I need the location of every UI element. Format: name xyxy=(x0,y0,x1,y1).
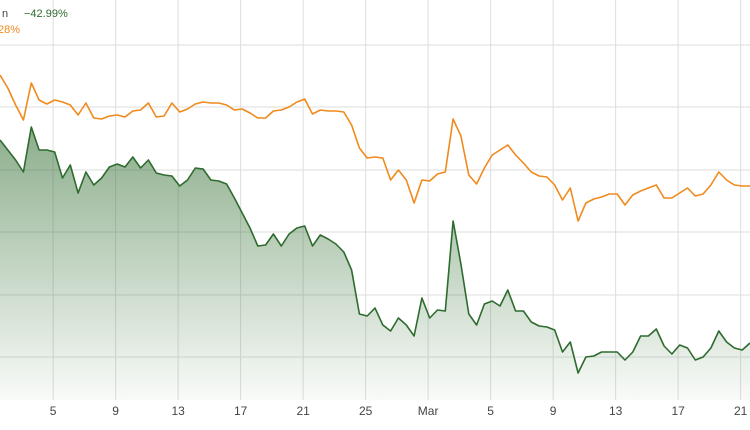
legend-change: 28% xyxy=(0,24,20,36)
line xyxy=(0,74,750,222)
x-tick-label: 25 xyxy=(359,404,373,418)
x-tick-label: Mar xyxy=(418,404,439,418)
x-tick-label: 5 xyxy=(50,404,57,418)
x-tick-label: 5 xyxy=(487,404,494,418)
legend-name: n xyxy=(2,8,8,20)
x-tick-label: 9 xyxy=(112,404,119,418)
legend-change: −42.99% xyxy=(24,8,68,20)
legend: n −42.99% 28% xyxy=(0,8,68,36)
x-tick-label: 21 xyxy=(296,404,310,418)
x-tick-label: 13 xyxy=(171,404,185,418)
area xyxy=(0,127,750,400)
plot-area xyxy=(0,74,750,400)
x-tick-label: 9 xyxy=(550,404,557,418)
x-tick-label: 21 xyxy=(734,404,748,418)
x-tick-label: 17 xyxy=(671,404,685,418)
line xyxy=(0,126,750,374)
x-tick-label: 13 xyxy=(609,404,623,418)
x-tick-label: 17 xyxy=(234,404,248,418)
